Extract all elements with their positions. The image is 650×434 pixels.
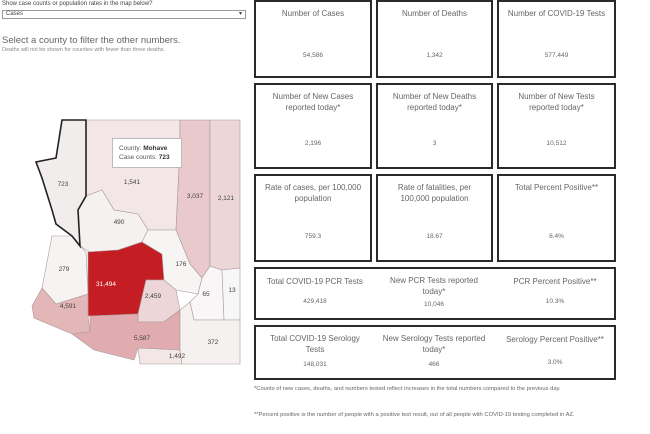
stat-title: Serology Percent Positive** <box>494 335 616 344</box>
tooltip-county-value: Mohave <box>143 145 167 152</box>
stat-value: 8.4% <box>499 233 614 240</box>
county-label: 65 <box>202 291 210 298</box>
county-label: 31,494 <box>96 281 116 288</box>
stat-title: New PCR Tests reported today* <box>374 275 494 297</box>
stat-pcr-positive: PCR Percent Positive** 10.3% <box>494 267 616 320</box>
stat-value: 10.3% <box>494 298 616 305</box>
stat-pcr-tests: Total COVID-19 PCR Tests 429,418 <box>254 267 376 320</box>
stat-value: 148,031 <box>254 361 376 368</box>
county-label: 1,492 <box>169 353 186 360</box>
stat-value: 577,449 <box>499 52 614 59</box>
county-label: 723 <box>58 181 69 188</box>
stat-value: 1,342 <box>378 52 491 59</box>
stat-title: Number of COVID-19 Tests <box>499 8 614 19</box>
stat-new-tests: Number of New Tests reported today* 10,5… <box>497 83 616 169</box>
stat-number-of-deaths: Number of Deaths 1,342 <box>376 0 493 78</box>
select-county-hint: Select a county to filter the other numb… <box>2 35 180 46</box>
county-label: 4,591 <box>60 303 77 310</box>
county-label: 2,121 <box>218 195 235 202</box>
stat-title: Number of New Deaths reported today* <box>378 91 491 113</box>
county-label: 13 <box>228 287 236 294</box>
stat-value: 54,586 <box>256 52 370 59</box>
stat-total-percent-positive: Total Percent Positive** 8.4% <box>497 174 616 262</box>
stat-value: 10,046 <box>374 301 494 308</box>
stat-value: 759.3 <box>256 233 370 240</box>
stat-title: PCR Percent Positive** <box>494 277 616 286</box>
stat-title: Total Percent Positive** <box>499 182 614 193</box>
stat-new-deaths: Number of New Deaths reported today* 3 <box>376 83 493 169</box>
county-greenlee[interactable]: Greenlee <box>222 268 240 320</box>
stat-title: Total COVID-19 PCR Tests <box>254 277 376 286</box>
county-label: 372 <box>208 339 219 346</box>
stat-title: Number of New Cases reported today* <box>256 91 370 113</box>
tooltip-cases-label: Case counts: <box>119 154 157 161</box>
stat-fatality-rate: Rate of fatalities, per 100,000 populati… <box>376 174 493 262</box>
tooltip-county-label: County: <box>119 145 141 152</box>
stat-value: 429,418 <box>254 298 376 305</box>
chevron-down-icon[interactable]: ▾ <box>239 11 242 18</box>
county-label: 2,459 <box>145 293 162 300</box>
deaths-note: Deaths will not be shown for counties wi… <box>2 47 165 53</box>
map-mode-dropdown[interactable]: Cases ▾ <box>2 10 246 19</box>
stat-value: 3.0% <box>494 359 616 366</box>
stat-new-pcr: New PCR Tests reported today* 10,046 <box>374 267 494 320</box>
county-label: 5,587 <box>134 335 151 342</box>
footnote-new-counts: *Counts of new cases, deaths, and number… <box>254 385 624 393</box>
county-label: 1,541 <box>124 179 141 186</box>
stat-number-of-cases: Number of Cases 54,586 <box>254 0 372 78</box>
map-mode-label: Show case counts or population rates in … <box>2 1 152 7</box>
stat-value: 466 <box>374 361 494 368</box>
stat-value: 10,512 <box>499 140 614 147</box>
stat-new-serology: New Serology Tests reported today* 466 <box>374 325 494 380</box>
stat-title: Number of Cases <box>256 8 370 19</box>
stat-case-rate: Rate of cases, per 100,000 population 75… <box>254 174 372 262</box>
stat-value: 3 <box>378 140 491 147</box>
stat-title: Number of New Tests reported today* <box>499 91 614 113</box>
stat-number-of-tests: Number of COVID-19 Tests 577,449 <box>497 0 616 78</box>
dropdown-value: Cases <box>6 11 23 17</box>
stat-title: Rate of cases, per 100,000 population <box>256 182 370 204</box>
tooltip-cases-value: 723 <box>159 154 170 161</box>
stat-title: New Serology Tests reported today* <box>374 333 494 355</box>
county-label: 3,037 <box>187 193 204 200</box>
footnote-percent-positive: **Percent positive is the number of peop… <box>254 411 624 419</box>
stat-new-cases: Number of New Cases reported today* 2,19… <box>254 83 372 169</box>
stat-serology-positive: Serology Percent Positive** 3.0% <box>494 325 616 380</box>
stat-title: Number of Deaths <box>378 8 491 19</box>
county-label: 490 <box>114 219 125 226</box>
stat-title: Total COVID-19 Serology Tests <box>254 333 376 355</box>
county-label: 176 <box>176 261 187 268</box>
stat-serology-tests: Total COVID-19 Serology Tests 148,031 <box>254 325 376 380</box>
stat-title: Rate of fatalities, per 100,000 populati… <box>378 182 491 204</box>
county-label: 279 <box>59 266 70 273</box>
stat-value: 2,196 <box>256 140 370 147</box>
stat-value: 18.67 <box>378 233 491 240</box>
county-tooltip: County: Mohave Case counts: 723 <box>112 138 182 168</box>
